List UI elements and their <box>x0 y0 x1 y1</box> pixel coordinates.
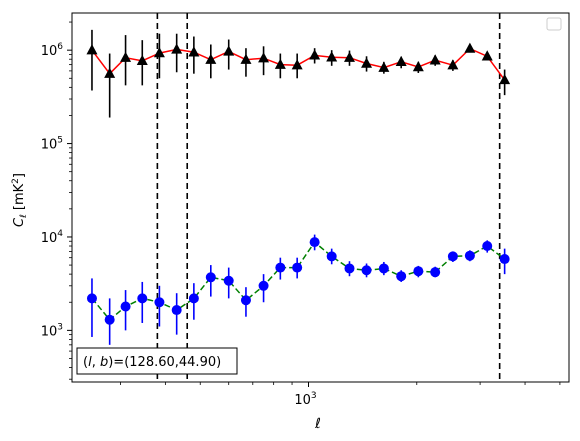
data-point <box>309 237 320 248</box>
data-point <box>205 272 216 283</box>
legend-box <box>546 17 562 31</box>
data-point <box>378 61 390 72</box>
data-point <box>464 42 476 53</box>
data-point <box>120 301 131 312</box>
data-point <box>86 293 97 304</box>
data-point <box>482 241 493 252</box>
data-point <box>429 54 441 65</box>
data-point <box>361 265 372 276</box>
annotation-box: (l, b)=(128.60,44.90) <box>76 347 238 375</box>
vertical-lines <box>156 13 501 382</box>
data-point <box>326 51 338 62</box>
data-point <box>136 54 148 65</box>
y-axis-label: Cℓ [mK2] <box>11 173 29 227</box>
data-point <box>205 53 217 64</box>
data-point <box>223 45 235 56</box>
data-point <box>275 262 286 273</box>
data-point <box>309 49 321 60</box>
data-point <box>86 44 98 55</box>
data-point <box>258 52 270 63</box>
series-2 <box>86 234 510 345</box>
data-point <box>499 254 510 265</box>
data-point <box>188 46 200 57</box>
data-point <box>344 263 355 274</box>
series-layer <box>86 29 511 345</box>
y-tick-label: 104 <box>41 229 64 246</box>
data-point <box>153 47 165 58</box>
data-point <box>171 43 183 54</box>
data-point <box>481 50 493 61</box>
data-point <box>274 58 286 69</box>
data-point <box>396 271 407 282</box>
x-axis-ticks: 103 <box>120 382 561 408</box>
data-point <box>171 305 182 316</box>
y-tick-label: 105 <box>41 136 63 153</box>
data-point <box>137 293 148 304</box>
data-point <box>104 67 116 78</box>
plot-frame <box>71 12 570 383</box>
data-point <box>326 251 337 262</box>
annotation-text: (l, b)=(128.60,44.90) <box>83 355 221 370</box>
data-point <box>120 51 132 62</box>
data-point <box>499 73 511 85</box>
x-axis-label: ℓ <box>314 416 321 432</box>
data-point <box>343 51 355 62</box>
data-point <box>258 280 269 291</box>
data-point <box>361 57 373 68</box>
data-point <box>430 267 441 278</box>
y-tick-label: 103 <box>41 322 63 339</box>
data-point <box>447 59 459 70</box>
x-tick-label: 103 <box>294 391 316 408</box>
y-tick-label: 106 <box>41 42 64 59</box>
data-point <box>154 297 165 308</box>
data-point <box>240 295 251 306</box>
data-point <box>447 251 458 262</box>
data-point <box>240 53 252 64</box>
data-point <box>412 61 424 72</box>
y-axis-ticks: 103 104 105 106 <box>41 21 72 380</box>
series-1 <box>86 29 511 118</box>
data-point <box>464 250 475 261</box>
data-point <box>292 262 303 273</box>
data-point <box>223 275 234 286</box>
data-point <box>413 266 424 277</box>
data-point <box>378 263 389 274</box>
data-point <box>395 55 407 67</box>
data-point <box>104 314 115 325</box>
data-point <box>188 293 199 304</box>
data-point <box>291 59 303 70</box>
